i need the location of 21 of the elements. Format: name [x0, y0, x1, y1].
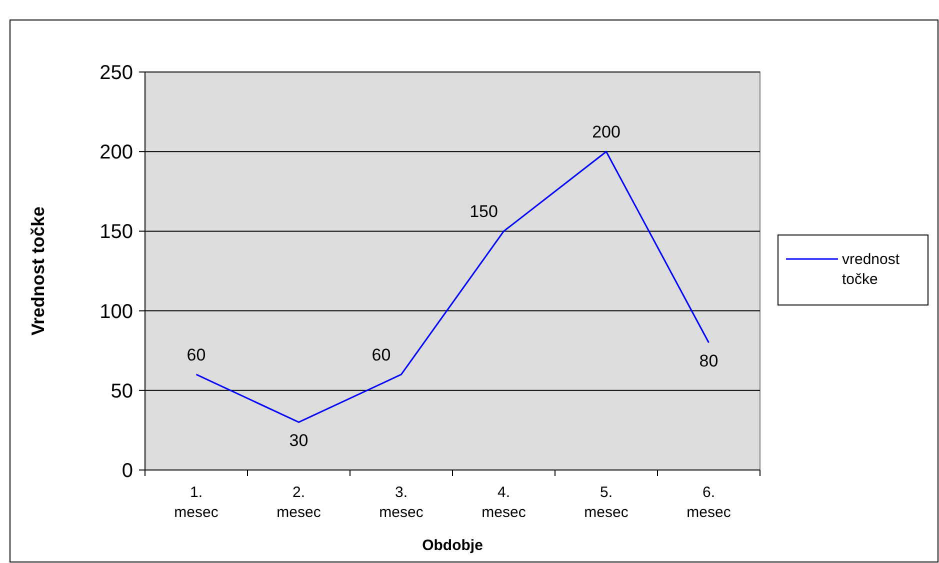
x-tick-label: 6. mesec	[686, 484, 732, 521]
x-tick-label: 5. mesec	[584, 484, 629, 521]
y-tick-label: 0	[122, 460, 133, 482]
x-tick-label: 3. mesec	[379, 484, 424, 521]
data-label: 60	[186, 345, 206, 364]
x-tick-label: 4. mesec	[482, 484, 526, 521]
y-tick-label: 100	[100, 300, 133, 323]
data-label: 150	[470, 202, 498, 222]
y-tick-label: 200	[100, 142, 133, 164]
y-tick-label: 150	[100, 221, 133, 244]
y-tick-label: 50	[110, 380, 133, 402]
y-tick-label: 250	[100, 62, 133, 84]
y-axis-title: Vrednost točke	[28, 206, 48, 336]
data-label: 80	[699, 352, 718, 371]
x-axis-title: Obdobje	[422, 537, 483, 554]
x-tick-label: 2. mesec	[276, 484, 322, 521]
data-label: 200	[592, 122, 620, 142]
data-label: 60	[372, 345, 391, 364]
legend-label: vrednost točke	[842, 251, 900, 288]
data-label: 30	[289, 431, 308, 450]
x-tick-label: 1. mesec	[174, 484, 219, 521]
